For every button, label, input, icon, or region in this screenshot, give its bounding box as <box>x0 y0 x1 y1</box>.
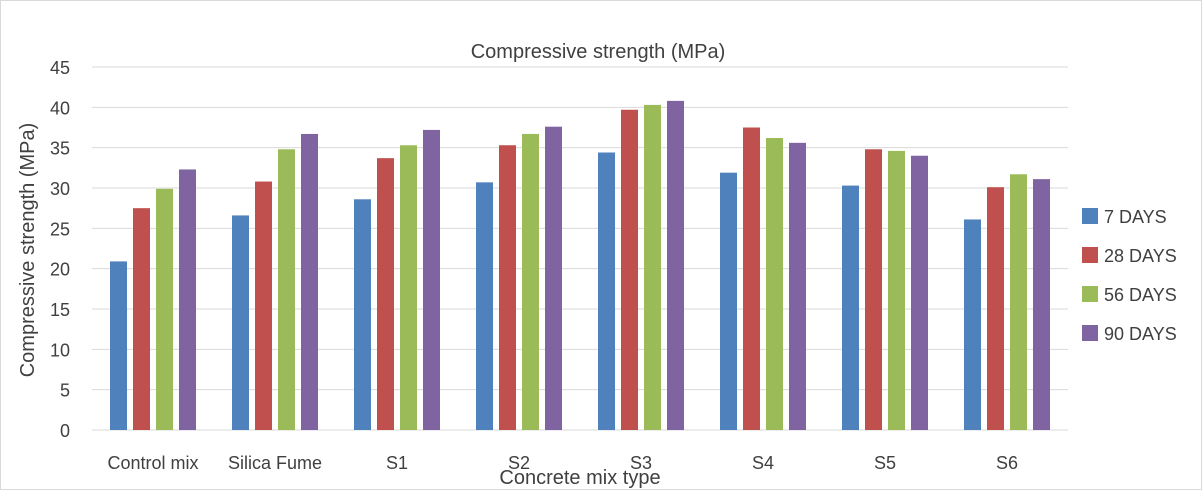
bar-90-days-s3 <box>667 100 684 430</box>
bar-7-days-s6 <box>964 219 981 430</box>
bar-28-days-s6 <box>987 187 1004 430</box>
x-tick-label: Silica Fume <box>228 453 322 473</box>
bars <box>110 100 1050 431</box>
bar-7-days-silica-fume <box>232 215 249 430</box>
y-tick-label: 35 <box>50 139 70 159</box>
bar-28-days-silica-fume <box>255 181 272 430</box>
bar-7-days-s1 <box>354 199 371 430</box>
legend-label: 7 DAYS <box>1104 207 1167 227</box>
legend-label: 90 DAYS <box>1104 324 1177 344</box>
y-axis-label: Compressive strength (MPa) <box>17 123 39 378</box>
legend-swatch <box>1082 247 1098 263</box>
x-tick-label: S4 <box>752 453 774 473</box>
legend-swatch <box>1082 286 1098 302</box>
bar-90-days-silica-fume <box>301 133 318 430</box>
bar-56-days-s2 <box>522 133 539 430</box>
bar-56-days-s1 <box>400 145 417 430</box>
bar-7-days-control-mix <box>110 261 127 430</box>
bar-90-days-control-mix <box>179 169 196 431</box>
y-tick-label: 30 <box>50 179 70 199</box>
bar-56-days-s6 <box>1010 174 1027 430</box>
bar-90-days-s2 <box>545 126 562 431</box>
x-tick-label: S1 <box>386 453 408 473</box>
x-tick-label: S3 <box>630 453 652 473</box>
x-tick-label: S2 <box>508 453 530 473</box>
y-tick-label: 10 <box>50 340 70 360</box>
bar-28-days-s5 <box>865 149 882 430</box>
bar-56-days-s4 <box>766 137 783 430</box>
y-tick-label: 0 <box>60 421 70 441</box>
y-tick-label: 45 <box>50 58 70 78</box>
bar-90-days-s1 <box>423 129 440 431</box>
legend-swatch <box>1082 325 1098 341</box>
gridlines <box>92 66 1068 431</box>
bar-7-days-s4 <box>720 172 737 430</box>
bar-90-days-s6 <box>1033 179 1050 430</box>
x-tick-label: S5 <box>874 453 896 473</box>
y-tick-label: 20 <box>50 260 70 280</box>
chart-title: Compressive strength (MPa) <box>471 41 726 63</box>
legend-label: 28 DAYS <box>1104 246 1177 266</box>
y-tick-label: 40 <box>50 98 70 118</box>
bar-7-days-s2 <box>476 182 493 430</box>
bar-7-days-s3 <box>598 152 615 431</box>
x-tick-label: S6 <box>996 453 1018 473</box>
x-tick-labels: Control mix Silica Fume S1 S2 S3 S4 S5 S6 <box>107 453 1018 473</box>
bar-56-days-silica-fume <box>278 149 295 430</box>
legend: 7 DAYS 28 DAYS 56 DAYS 90 DAYS <box>1082 207 1177 344</box>
bar-28-days-s3 <box>621 109 638 431</box>
bar-28-days-s4 <box>743 127 760 430</box>
bar-56-days-control-mix <box>156 188 173 430</box>
x-tick-label: Control mix <box>107 453 198 473</box>
bar-7-days-s5 <box>842 185 859 430</box>
bar-90-days-s5 <box>911 155 928 430</box>
bar-28-days-s2 <box>499 145 516 430</box>
x-axis-label: Concrete mix type <box>499 467 660 489</box>
bar-56-days-s3 <box>644 104 661 430</box>
bar-28-days-control-mix <box>133 208 150 430</box>
legend-label: 56 DAYS <box>1104 285 1177 305</box>
bar-28-days-s1 <box>377 158 394 431</box>
bar-90-days-s4 <box>789 142 806 430</box>
y-tick-label: 5 <box>60 381 70 401</box>
y-tick-labels: 0 5 10 15 20 25 30 35 40 45 <box>50 58 70 441</box>
bar-56-days-s5 <box>888 150 905 431</box>
legend-swatch <box>1082 208 1098 224</box>
y-tick-label: 25 <box>50 219 70 239</box>
y-tick-label: 15 <box>50 300 70 320</box>
